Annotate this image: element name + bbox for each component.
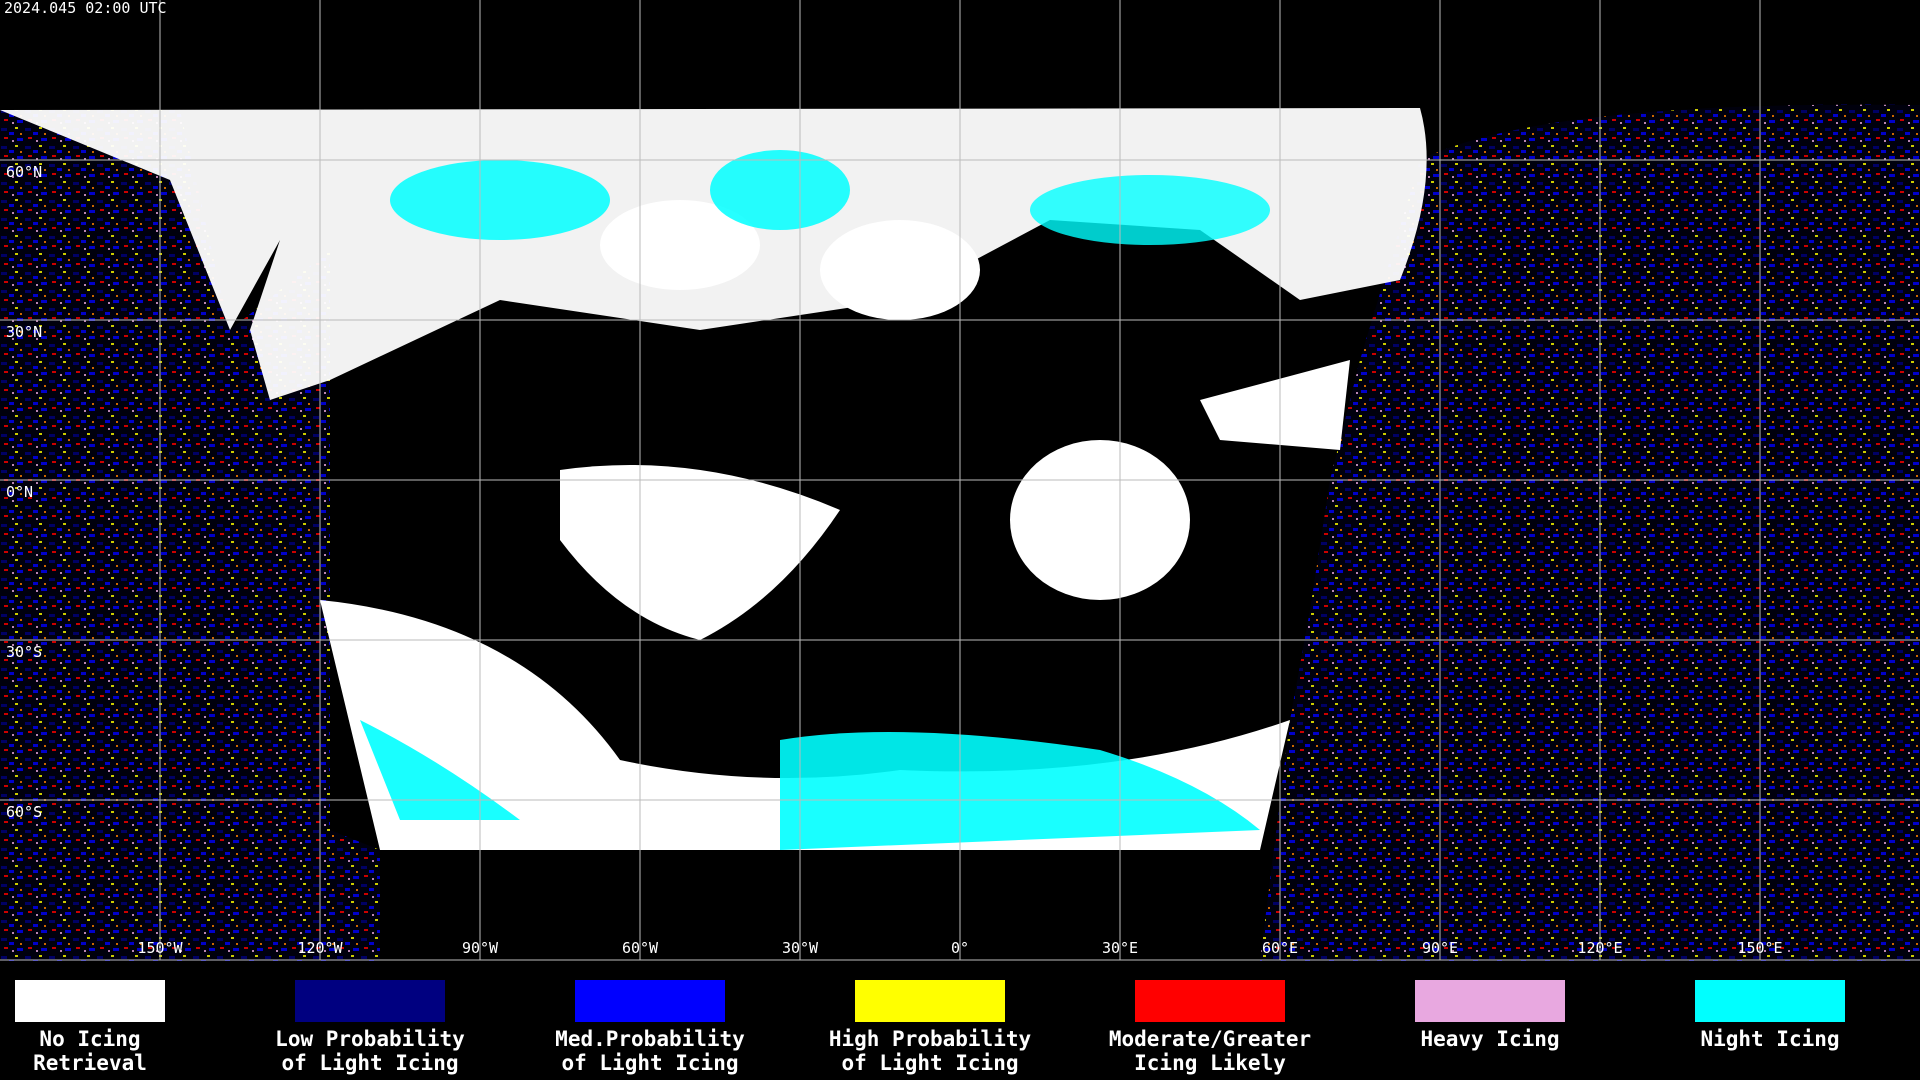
legend-label: Med.Probability — [555, 1027, 745, 1051]
legend-swatch — [1415, 980, 1565, 1022]
longitude-label: 0° — [951, 939, 969, 957]
legend-label: Retrieval — [33, 1051, 147, 1075]
legend-swatch — [1695, 980, 1845, 1022]
asia-icing-area — [1260, 104, 1920, 962]
legend-label: Moderate/Greater — [1109, 1027, 1311, 1051]
longitude-label: 90°W — [462, 939, 499, 957]
latitude-label: 30°S — [6, 643, 42, 661]
longitude-label: 30°W — [782, 939, 819, 957]
night-icing-cover — [360, 150, 1270, 850]
legend-swatch — [295, 980, 445, 1022]
legend-label: of Light Icing — [281, 1051, 458, 1075]
legend-item: Night Icing — [1695, 980, 1845, 1051]
legend-label: High Probability — [829, 1027, 1032, 1051]
legend-label: Night Icing — [1700, 1027, 1839, 1051]
legend-label: of Light Icing — [561, 1051, 738, 1075]
legend-swatch — [15, 980, 165, 1022]
longitude-label: 150°E — [1737, 939, 1782, 957]
longitude-label: 120°E — [1577, 939, 1622, 957]
longitude-label: 150°W — [137, 939, 183, 957]
legend-swatch — [575, 980, 725, 1022]
longitude-label: 60°W — [622, 939, 659, 957]
timestamp: 2024.045 02:00 UTC — [4, 0, 167, 17]
legend-label: Low Probability — [275, 1027, 465, 1051]
legend-swatch — [855, 980, 1005, 1022]
graticule — [0, 0, 1920, 961]
longitude-label: 90°E — [1422, 939, 1458, 957]
latitude-label: 60°N — [6, 163, 42, 181]
legend-label: of Light Icing — [841, 1051, 1018, 1075]
longitude-label: 120°W — [297, 939, 343, 957]
legend-label: Icing Likely — [1134, 1051, 1286, 1075]
legend-swatch — [1135, 980, 1285, 1022]
graticule-labels: 60°N 30°N 0°N 30°S 60°S 150°W 120°W 90°W 60°W 30°… — [6, 163, 1783, 957]
latitude-label: 60°S — [6, 803, 42, 821]
map: 60°N 30°N 0°N 30°S 60°S 150°W 120°W 90°W 60°W 30°… — [0, 0, 1920, 962]
legend-label: Heavy Icing — [1420, 1027, 1559, 1051]
longitude-label: 60°E — [1262, 939, 1298, 957]
latitude-label: 0°N — [6, 483, 33, 501]
legend-item: Heavy Icing — [1415, 980, 1565, 1051]
longitude-label: 30°E — [1102, 939, 1138, 957]
legend-label: No Icing — [39, 1027, 140, 1051]
latitude-label: 30°N — [6, 323, 42, 341]
